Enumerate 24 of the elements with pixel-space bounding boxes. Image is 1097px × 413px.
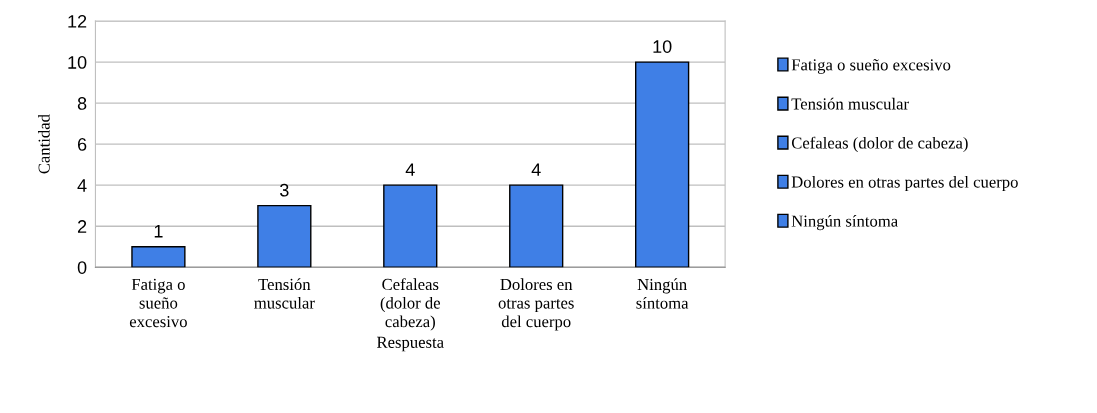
data-label: 4 <box>531 163 541 176</box>
legend-label: Cefaleas (dolor de cabeza) <box>791 136 968 152</box>
data-label: 4 <box>405 163 415 176</box>
y-tick-label: 2 <box>77 220 87 233</box>
x-axis-title: Respuesta <box>376 336 444 352</box>
y-tick-label: 8 <box>77 97 87 110</box>
legend-label: Tensión muscular <box>791 97 909 110</box>
legend-label: Ningún síntoma <box>791 214 898 231</box>
x-tick-label: Dolores en otras partes del cuerpo <box>498 278 574 331</box>
y-axis-title: Cantidad <box>38 114 50 174</box>
y-tick-label: 0 <box>77 261 87 274</box>
legend-label: Fatiga o sueño excesivo <box>791 59 951 74</box>
data-label: 10 <box>653 40 672 53</box>
data-label: 1 <box>154 224 163 238</box>
y-tick-label: 6 <box>77 138 87 151</box>
y-tick-label: 4 <box>77 179 87 192</box>
x-tick-label: Fatiga o sueño excesivo <box>129 278 187 328</box>
x-tick-label: Tensión muscular <box>254 278 315 309</box>
x-tick-label: Ningún síntoma <box>636 278 689 309</box>
y-tick-label: 10 <box>68 56 87 69</box>
legend-label: Dolores en otras partes del cuerpo <box>791 175 1018 192</box>
x-tick-label: Cefaleas (dolor de cabeza) <box>380 278 441 331</box>
y-tick-label: 12 <box>68 15 87 28</box>
data-label: 3 <box>280 183 289 197</box>
